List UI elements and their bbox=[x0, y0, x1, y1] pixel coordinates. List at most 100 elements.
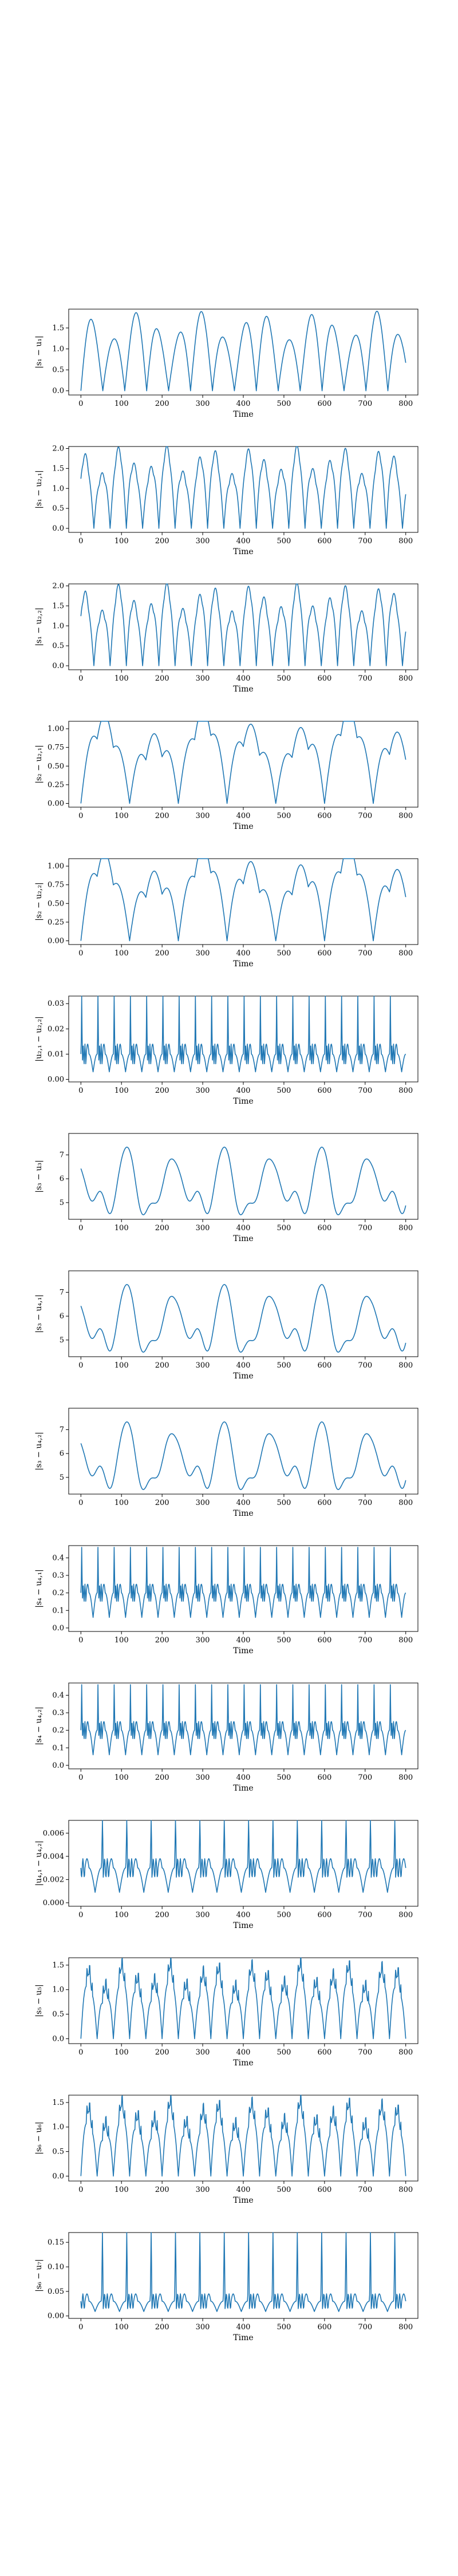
y-tick-label: 0.2 bbox=[52, 1726, 64, 1735]
x-tick-label: 700 bbox=[358, 1086, 372, 1095]
x-tick-label: 800 bbox=[398, 2186, 413, 2194]
y-tick-label: 0.000 bbox=[43, 1899, 64, 1907]
x-tick-label: 300 bbox=[196, 1224, 210, 1232]
y-tick-label: 0.0 bbox=[52, 1761, 64, 1770]
x-tick-label: 100 bbox=[114, 1911, 129, 1919]
axes-frame bbox=[68, 721, 418, 808]
x-tick-label: 0 bbox=[78, 2048, 83, 2057]
x-tick-label: 400 bbox=[236, 1499, 251, 1507]
x-tick-label: 400 bbox=[236, 1773, 251, 1782]
y-tick-label: 0.01 bbox=[48, 1050, 64, 1058]
x-tick-label: 100 bbox=[114, 674, 129, 683]
x-tick-label: 200 bbox=[155, 1911, 169, 1919]
x-tick-label: 200 bbox=[155, 400, 169, 408]
y-tick-label: 0.00 bbox=[48, 1076, 64, 1084]
x-tick-label: 300 bbox=[196, 1773, 210, 1782]
x-axis-label: Time bbox=[233, 1646, 253, 1656]
x-tick-label: 600 bbox=[317, 949, 331, 958]
y-tick-label: 0.3 bbox=[52, 1571, 64, 1580]
y-tick-label: 0.0 bbox=[52, 662, 64, 670]
series-line bbox=[80, 1684, 406, 1756]
y-tick-label: 0.4 bbox=[52, 1691, 64, 1700]
y-tick-label: 0.50 bbox=[48, 899, 64, 908]
y-tick-label: 0.5 bbox=[52, 2010, 64, 2019]
x-tick-label: 0 bbox=[78, 1911, 83, 1919]
x-tick-label: 300 bbox=[196, 1911, 210, 1919]
x-tick-label: 500 bbox=[277, 537, 291, 546]
x-tick-label: 0 bbox=[78, 949, 83, 958]
y-tick-label: 7 bbox=[60, 1426, 64, 1435]
subplot-5: 0 100 200 300 400 500 600 700 800 0.00 0.25 0.50 0.7… bbox=[34, 858, 418, 969]
axes-frame bbox=[68, 858, 418, 945]
x-tick-label: 0 bbox=[78, 2186, 83, 2194]
y-axis-label: |s₄ − u₄,₂| bbox=[34, 1706, 44, 1745]
x-tick-label: 300 bbox=[196, 2048, 210, 2057]
x-tick-label: 600 bbox=[317, 2048, 331, 2057]
x-tick-label: 600 bbox=[317, 2323, 331, 2332]
x-tick-label: 500 bbox=[277, 1086, 291, 1095]
y-tick-label: 6 bbox=[60, 1449, 64, 1458]
y-tick-label: 1.5 bbox=[52, 2099, 64, 2107]
x-tick-label: 800 bbox=[398, 1911, 413, 1919]
x-tick-label: 200 bbox=[155, 1499, 169, 1507]
x-tick-label: 600 bbox=[317, 674, 331, 683]
x-tick-label: 700 bbox=[358, 1224, 372, 1232]
y-axis-label: |s₃ − u₃| bbox=[34, 1160, 44, 1193]
x-tick-label: 500 bbox=[277, 2048, 291, 2057]
y-tick-label: 1.5 bbox=[52, 464, 64, 473]
subplot-13: 0 100 200 300 400 500 600 700 800 0.0 0.5 1.0 1.5 Tim… bbox=[34, 1957, 418, 2068]
x-tick-label: 0 bbox=[78, 1361, 83, 1370]
x-tick-label: 700 bbox=[358, 2048, 372, 2057]
y-tick-label: 0.1 bbox=[52, 1606, 64, 1615]
x-tick-label: 600 bbox=[317, 1911, 331, 1919]
y-tick-label: 0.75 bbox=[48, 881, 64, 890]
x-tick-label: 400 bbox=[236, 1224, 251, 1232]
y-axis-label: |s₁ − u₁| bbox=[34, 335, 44, 369]
x-tick-label: 600 bbox=[317, 1636, 331, 1645]
subplot-9: 0 100 200 300 400 500 600 700 800 5 6 7 Time |s₃ − u₄… bbox=[34, 1408, 418, 1518]
x-tick-label: 600 bbox=[317, 1086, 331, 1095]
x-tick-label: 200 bbox=[155, 1361, 169, 1370]
x-tick-label: 400 bbox=[236, 1086, 251, 1095]
y-tick-label: 0.00 bbox=[48, 799, 64, 808]
x-tick-label: 600 bbox=[317, 1224, 331, 1232]
x-tick-label: 300 bbox=[196, 812, 210, 820]
x-tick-label: 700 bbox=[358, 674, 372, 683]
subplot-11: 0 100 200 300 400 500 600 700 800 0.0 0.1 0.2 0.3 0.4… bbox=[34, 1682, 418, 1793]
x-axis-label: Time bbox=[233, 822, 253, 831]
x-axis-label: Time bbox=[233, 547, 253, 556]
y-tick-label: 0.0 bbox=[52, 524, 64, 533]
x-tick-label: 700 bbox=[358, 1773, 372, 1782]
x-tick-label: 700 bbox=[358, 812, 372, 820]
x-tick-label: 100 bbox=[114, 2186, 129, 2194]
x-tick-label: 200 bbox=[155, 1636, 169, 1645]
x-tick-label: 600 bbox=[317, 1361, 331, 1370]
y-axis-label: |s₅ − u₅| bbox=[34, 1984, 44, 2017]
y-tick-label: 0.50 bbox=[48, 762, 64, 771]
x-tick-label: 400 bbox=[236, 674, 251, 683]
x-tick-label: 200 bbox=[155, 812, 169, 820]
y-tick-label: 0.00 bbox=[48, 2312, 64, 2321]
y-tick-label: 0.0 bbox=[52, 387, 64, 396]
series-line bbox=[80, 1284, 406, 1353]
y-tick-label: 7 bbox=[60, 1151, 64, 1160]
x-tick-label: 0 bbox=[78, 1636, 83, 1645]
x-tick-label: 300 bbox=[196, 674, 210, 683]
x-tick-label: 700 bbox=[358, 1361, 372, 1370]
x-axis-label: Time bbox=[233, 959, 253, 969]
subplot-14: 0 100 200 300 400 500 600 700 800 0.0 0.5 1.0 1.5 Tim… bbox=[34, 2095, 418, 2205]
x-axis-label: Time bbox=[233, 685, 253, 694]
y-axis-label: |s₆ − u₆| bbox=[34, 2121, 44, 2155]
x-tick-label: 0 bbox=[78, 1499, 83, 1507]
series-line bbox=[80, 310, 406, 392]
y-tick-label: 0.5 bbox=[52, 504, 64, 513]
series-line bbox=[80, 1820, 406, 1893]
x-tick-label: 500 bbox=[277, 2186, 291, 2194]
x-tick-label: 300 bbox=[196, 400, 210, 408]
axes-frame bbox=[68, 309, 418, 396]
y-tick-label: 2.0 bbox=[52, 444, 64, 453]
axes-frame bbox=[68, 1408, 418, 1495]
series-line bbox=[80, 721, 406, 804]
y-tick-label: 0.3 bbox=[52, 1709, 64, 1717]
x-tick-label: 600 bbox=[317, 812, 331, 820]
